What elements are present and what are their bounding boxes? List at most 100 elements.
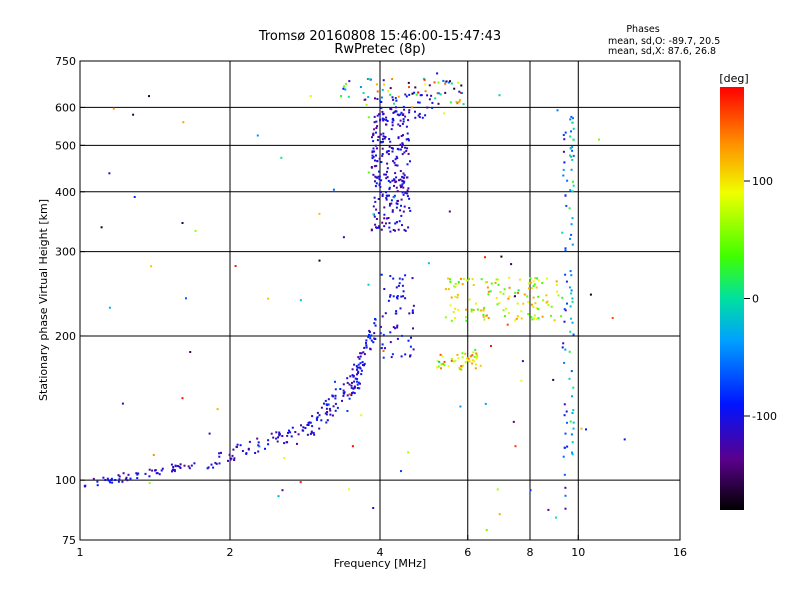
data-point — [401, 191, 404, 194]
data-point — [187, 465, 190, 468]
data-point — [403, 228, 406, 231]
data-point — [374, 180, 376, 183]
data-point — [356, 380, 358, 383]
data-point — [386, 194, 389, 197]
data-point — [385, 177, 388, 180]
data-point — [564, 273, 567, 276]
data-point — [363, 353, 366, 356]
data-point — [309, 95, 312, 98]
data-point — [351, 381, 353, 384]
data-point — [360, 414, 363, 417]
data-point — [532, 306, 535, 308]
data-point — [473, 355, 476, 358]
data-point — [454, 307, 457, 310]
data-point — [356, 383, 359, 386]
data-point — [572, 421, 575, 424]
data-point — [367, 96, 370, 98]
data-point — [571, 412, 574, 414]
data-point — [589, 293, 592, 296]
data-point — [377, 175, 380, 178]
data-point — [404, 229, 407, 232]
data-point — [107, 479, 110, 482]
data-point — [441, 355, 444, 358]
data-point — [133, 196, 136, 198]
data-point — [401, 146, 404, 148]
data-point — [458, 100, 461, 103]
data-point — [173, 470, 176, 473]
data-point — [393, 161, 396, 164]
data-point — [442, 363, 445, 365]
data-point — [424, 114, 427, 117]
data-point — [412, 348, 415, 351]
data-point — [270, 432, 273, 435]
data-point — [417, 114, 420, 117]
data-point — [572, 427, 575, 430]
data-point — [183, 464, 186, 467]
data-point — [399, 178, 402, 181]
data-point — [148, 482, 151, 485]
data-point — [406, 192, 409, 195]
data-point — [572, 127, 575, 130]
data-point — [393, 179, 396, 182]
data-point — [207, 466, 210, 469]
data-point — [346, 377, 349, 380]
data-point — [388, 138, 391, 140]
data-point — [389, 294, 392, 297]
data-point — [534, 277, 537, 280]
data-point — [383, 217, 386, 220]
data-point — [318, 259, 321, 262]
data-point — [384, 312, 387, 315]
data-point — [377, 225, 380, 228]
data-point — [389, 181, 392, 184]
data-point — [118, 475, 121, 478]
data-point — [231, 454, 234, 457]
data-point — [502, 292, 505, 295]
data-point — [486, 286, 489, 289]
data-point — [161, 467, 164, 470]
data-point — [464, 352, 467, 355]
data-point — [374, 185, 377, 188]
data-point — [397, 228, 400, 231]
data-point — [380, 161, 383, 163]
data-point — [414, 86, 417, 89]
data-point — [344, 88, 347, 91]
data-point — [277, 495, 280, 498]
data-point — [443, 112, 446, 115]
data-point — [393, 194, 396, 197]
data-point — [363, 346, 366, 349]
data-point — [471, 278, 474, 281]
data-point — [471, 362, 474, 365]
data-point — [359, 86, 362, 88]
data-point — [572, 138, 575, 141]
data-point — [289, 431, 292, 434]
data-point — [565, 410, 568, 413]
data-point — [533, 317, 535, 320]
data-point — [368, 329, 371, 332]
data-point — [272, 436, 275, 439]
data-point — [358, 357, 361, 360]
data-point — [401, 142, 404, 145]
data-point — [385, 123, 387, 126]
data-point — [563, 473, 566, 476]
data-point — [571, 121, 574, 124]
data-point — [566, 302, 568, 305]
data-point — [530, 287, 533, 290]
data-point — [534, 302, 537, 305]
data-point — [381, 110, 384, 113]
data-point — [490, 345, 492, 347]
data-point — [532, 296, 535, 299]
data-point — [411, 311, 414, 314]
data-point — [490, 282, 493, 285]
data-point — [394, 97, 397, 100]
data-point — [380, 101, 383, 103]
data-point — [392, 117, 394, 120]
data-point — [316, 411, 319, 414]
data-point — [392, 160, 395, 163]
data-point — [383, 213, 386, 216]
data-point — [484, 256, 486, 259]
data-point — [378, 175, 381, 178]
data-point — [280, 156, 283, 159]
data-point — [281, 489, 284, 492]
data-point — [359, 382, 361, 385]
data-point — [570, 233, 573, 236]
